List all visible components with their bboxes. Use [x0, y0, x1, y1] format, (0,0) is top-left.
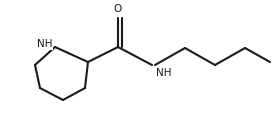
Text: NH: NH — [156, 68, 171, 78]
Text: O: O — [114, 4, 122, 14]
Text: NH: NH — [36, 39, 52, 49]
